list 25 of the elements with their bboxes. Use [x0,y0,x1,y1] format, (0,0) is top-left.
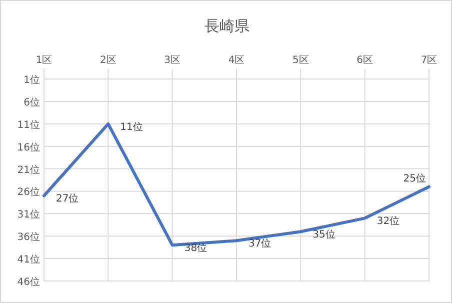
x-tick-label: 6区 [356,55,374,66]
y-tick-label: 36位 [17,231,40,244]
data-label: 38位 [184,242,208,254]
y-tick-label: 46位 [17,276,40,288]
y-tick-label: 1位 [24,74,40,86]
y-tick-label: 16位 [17,141,40,154]
chart-title: 長崎県 [204,17,250,35]
data-label: 27位 [56,192,79,205]
data-label: 11位 [120,120,143,133]
data-label: 37位 [248,238,272,250]
x-tick-label: 3区 [164,55,181,66]
y-tick-label: 26位 [17,186,40,198]
y-tick-label: 41位 [17,254,40,266]
x-tick-label: 1区 [36,55,52,66]
y-tick-label: 6位 [24,96,40,108]
data-label: 35位 [312,228,336,241]
x-tick-label: 4区 [228,55,245,66]
x-tick-label: 2区 [100,55,116,66]
x-tick-label: 7区 [420,55,438,66]
y-tick-label: 11位 [17,118,40,131]
data-label: 25位 [403,172,426,185]
x-tick-label: 5区 [292,55,309,66]
data-label: 32位 [376,215,400,228]
y-tick-label: 21位 [17,164,40,176]
y-tick-label: 31位 [17,208,40,221]
